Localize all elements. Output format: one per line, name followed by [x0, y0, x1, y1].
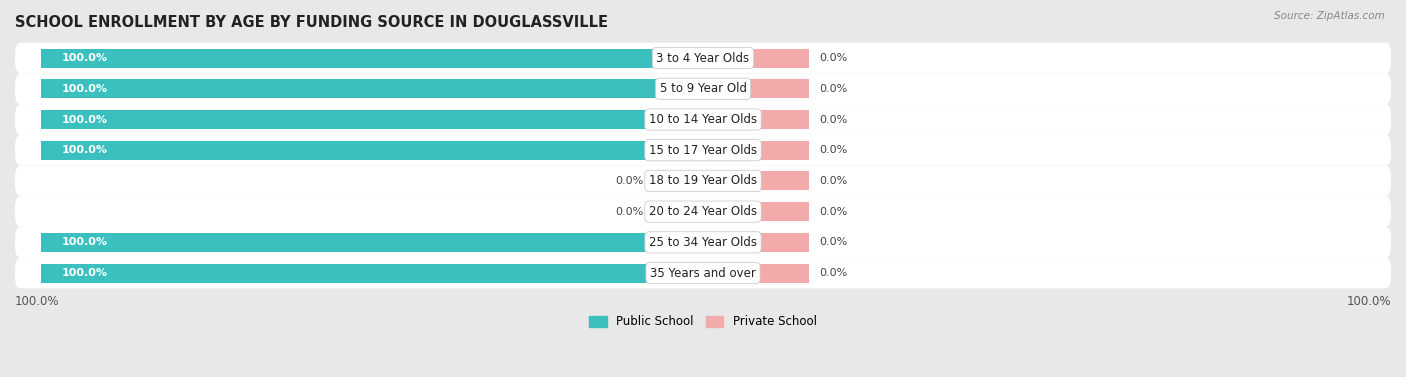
Text: 35 Years and over: 35 Years and over — [650, 267, 756, 280]
Text: 100.0%: 100.0% — [62, 84, 107, 94]
Bar — [703, 49, 808, 67]
FancyBboxPatch shape — [15, 227, 1391, 258]
Text: 0.0%: 0.0% — [616, 207, 644, 217]
Bar — [703, 172, 808, 190]
Text: 100.0%: 100.0% — [62, 268, 107, 278]
Text: 100.0%: 100.0% — [15, 294, 59, 308]
Text: 0.0%: 0.0% — [820, 84, 848, 94]
Bar — [703, 141, 808, 160]
Bar — [650, 172, 703, 190]
Text: 100.0%: 100.0% — [62, 115, 107, 124]
Bar — [41, 49, 703, 67]
Text: 100.0%: 100.0% — [62, 145, 107, 155]
Text: 0.0%: 0.0% — [820, 145, 848, 155]
Text: 3 to 4 Year Olds: 3 to 4 Year Olds — [657, 52, 749, 64]
Text: 25 to 34 Year Olds: 25 to 34 Year Olds — [650, 236, 756, 249]
Bar — [703, 79, 808, 98]
FancyBboxPatch shape — [15, 196, 1391, 227]
Text: 18 to 19 Year Olds: 18 to 19 Year Olds — [650, 175, 756, 187]
Text: 15 to 17 Year Olds: 15 to 17 Year Olds — [650, 144, 756, 157]
Bar — [703, 233, 808, 252]
Text: 0.0%: 0.0% — [820, 238, 848, 247]
Text: 100.0%: 100.0% — [62, 238, 107, 247]
Text: 10 to 14 Year Olds: 10 to 14 Year Olds — [650, 113, 756, 126]
Text: 0.0%: 0.0% — [820, 207, 848, 217]
Bar — [41, 110, 703, 129]
FancyBboxPatch shape — [15, 166, 1391, 196]
FancyBboxPatch shape — [15, 43, 1391, 74]
Text: SCHOOL ENROLLMENT BY AGE BY FUNDING SOURCE IN DOUGLASSVILLE: SCHOOL ENROLLMENT BY AGE BY FUNDING SOUR… — [15, 15, 607, 30]
Legend: Public School, Private School: Public School, Private School — [585, 311, 821, 333]
Bar — [650, 202, 703, 221]
Text: Source: ZipAtlas.com: Source: ZipAtlas.com — [1274, 11, 1385, 21]
Bar — [703, 264, 808, 283]
FancyBboxPatch shape — [15, 258, 1391, 288]
FancyBboxPatch shape — [15, 135, 1391, 166]
Bar — [703, 110, 808, 129]
Bar — [41, 141, 703, 160]
Text: 0.0%: 0.0% — [820, 268, 848, 278]
Text: 0.0%: 0.0% — [616, 176, 644, 186]
Text: 0.0%: 0.0% — [820, 176, 848, 186]
FancyBboxPatch shape — [15, 104, 1391, 135]
Text: 20 to 24 Year Olds: 20 to 24 Year Olds — [650, 205, 756, 218]
Text: 0.0%: 0.0% — [820, 115, 848, 124]
Text: 100.0%: 100.0% — [62, 53, 107, 63]
Bar — [41, 79, 703, 98]
Text: 5 to 9 Year Old: 5 to 9 Year Old — [659, 82, 747, 95]
Text: 0.0%: 0.0% — [820, 53, 848, 63]
Text: 100.0%: 100.0% — [1347, 294, 1391, 308]
Bar — [41, 233, 703, 252]
FancyBboxPatch shape — [15, 74, 1391, 104]
Bar — [703, 202, 808, 221]
Bar — [41, 264, 703, 283]
